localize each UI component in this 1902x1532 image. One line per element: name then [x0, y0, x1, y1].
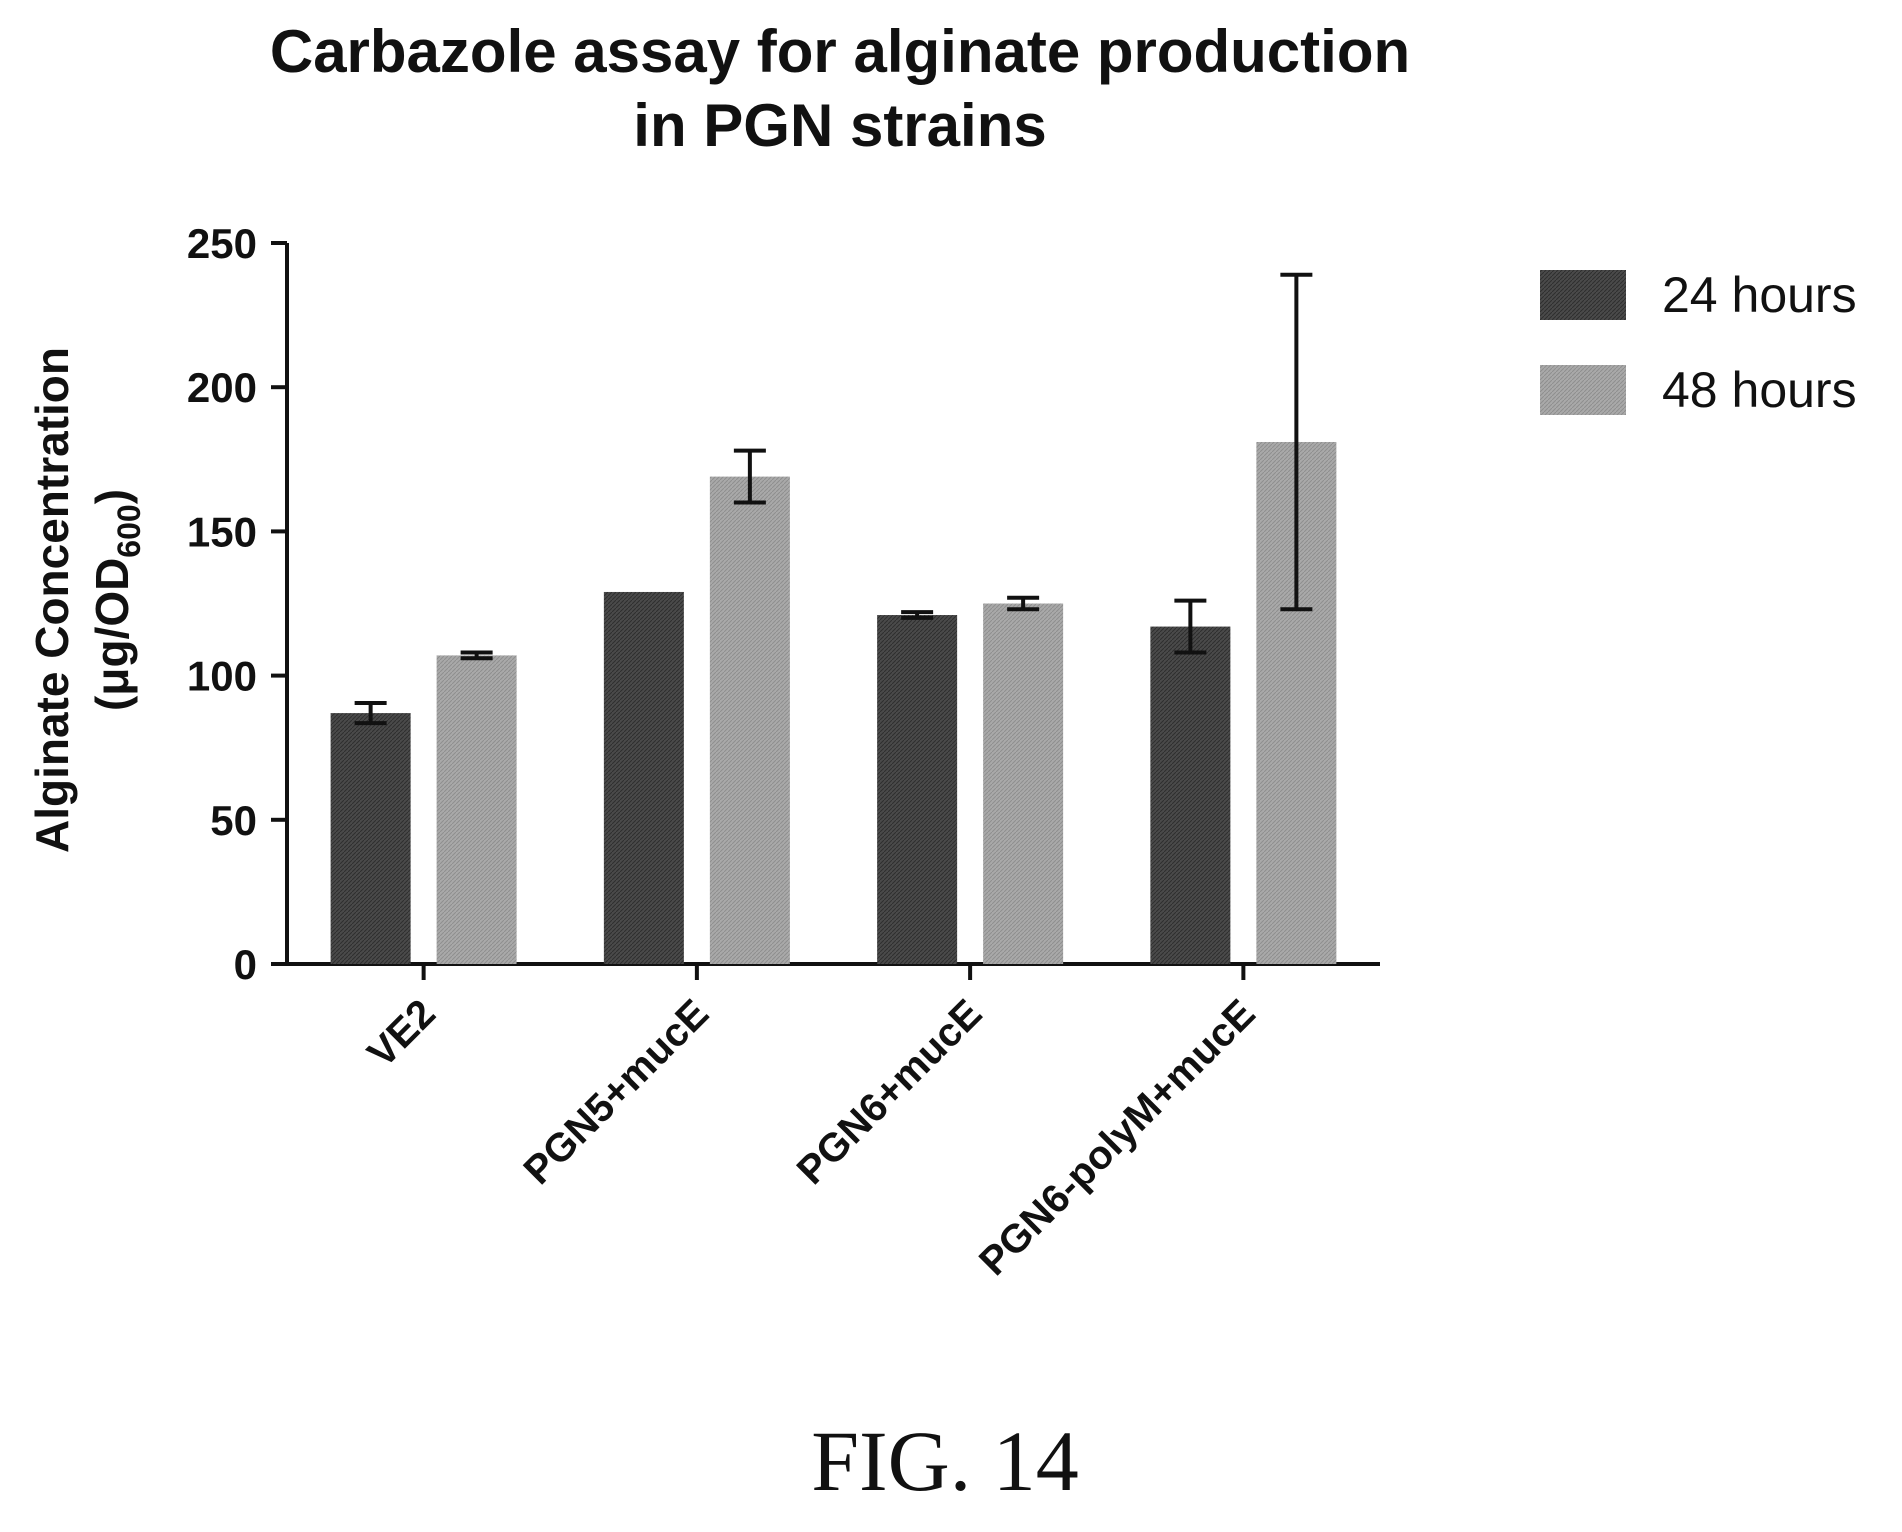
y-axis-unit-open: ( — [86, 695, 138, 711]
bar-48h — [983, 603, 1064, 964]
bar-24h — [877, 615, 958, 964]
bar-48h — [709, 476, 790, 964]
bars-group — [330, 441, 1337, 965]
y-tick-label: 150 — [187, 508, 257, 555]
y-axis-ticks: 0 50 100 150 200 250 — [187, 220, 287, 988]
error-bars-group — [354, 272, 1313, 726]
y-axis-unit-subscript: 600 — [111, 504, 147, 557]
y-axis-unit-main: μg/OD — [86, 558, 138, 696]
legend-swatch — [1540, 270, 1626, 320]
chart-title-line-2: in PGN strains — [633, 92, 1046, 159]
x-category-label: PGN5+mucE — [516, 991, 718, 1193]
chart-title-line-1: Carbazole assay for alginate production — [270, 18, 1410, 85]
bar-24h — [1150, 626, 1231, 964]
bar-48h — [436, 655, 517, 964]
y-tick-label: 0 — [234, 941, 257, 988]
legend-swatch — [1540, 365, 1626, 415]
legend: 24 hours 48 hours — [1540, 267, 1857, 418]
y-tick-label: 50 — [210, 797, 257, 844]
legend-label: 48 hours — [1662, 362, 1857, 418]
figure-label: FIG. 14 — [811, 1413, 1079, 1509]
x-category-label: PGN6+mucE — [789, 991, 991, 1193]
y-tick-label: 250 — [187, 220, 257, 267]
y-axis-unit-close: ) — [86, 489, 138, 504]
y-axis-label-line-2: (μg/OD600) — [86, 489, 147, 711]
legend-label: 24 hours — [1662, 267, 1857, 323]
x-category-label: PGN6-polyM+mucE — [971, 991, 1264, 1284]
y-tick-label: 100 — [187, 653, 257, 700]
bar-24h — [330, 713, 411, 964]
x-category-label: VE2 — [359, 991, 444, 1076]
bar-24h — [603, 591, 684, 964]
y-tick-label: 200 — [187, 364, 257, 411]
y-axis-label-line-1: Alginate Concentration — [26, 347, 78, 853]
